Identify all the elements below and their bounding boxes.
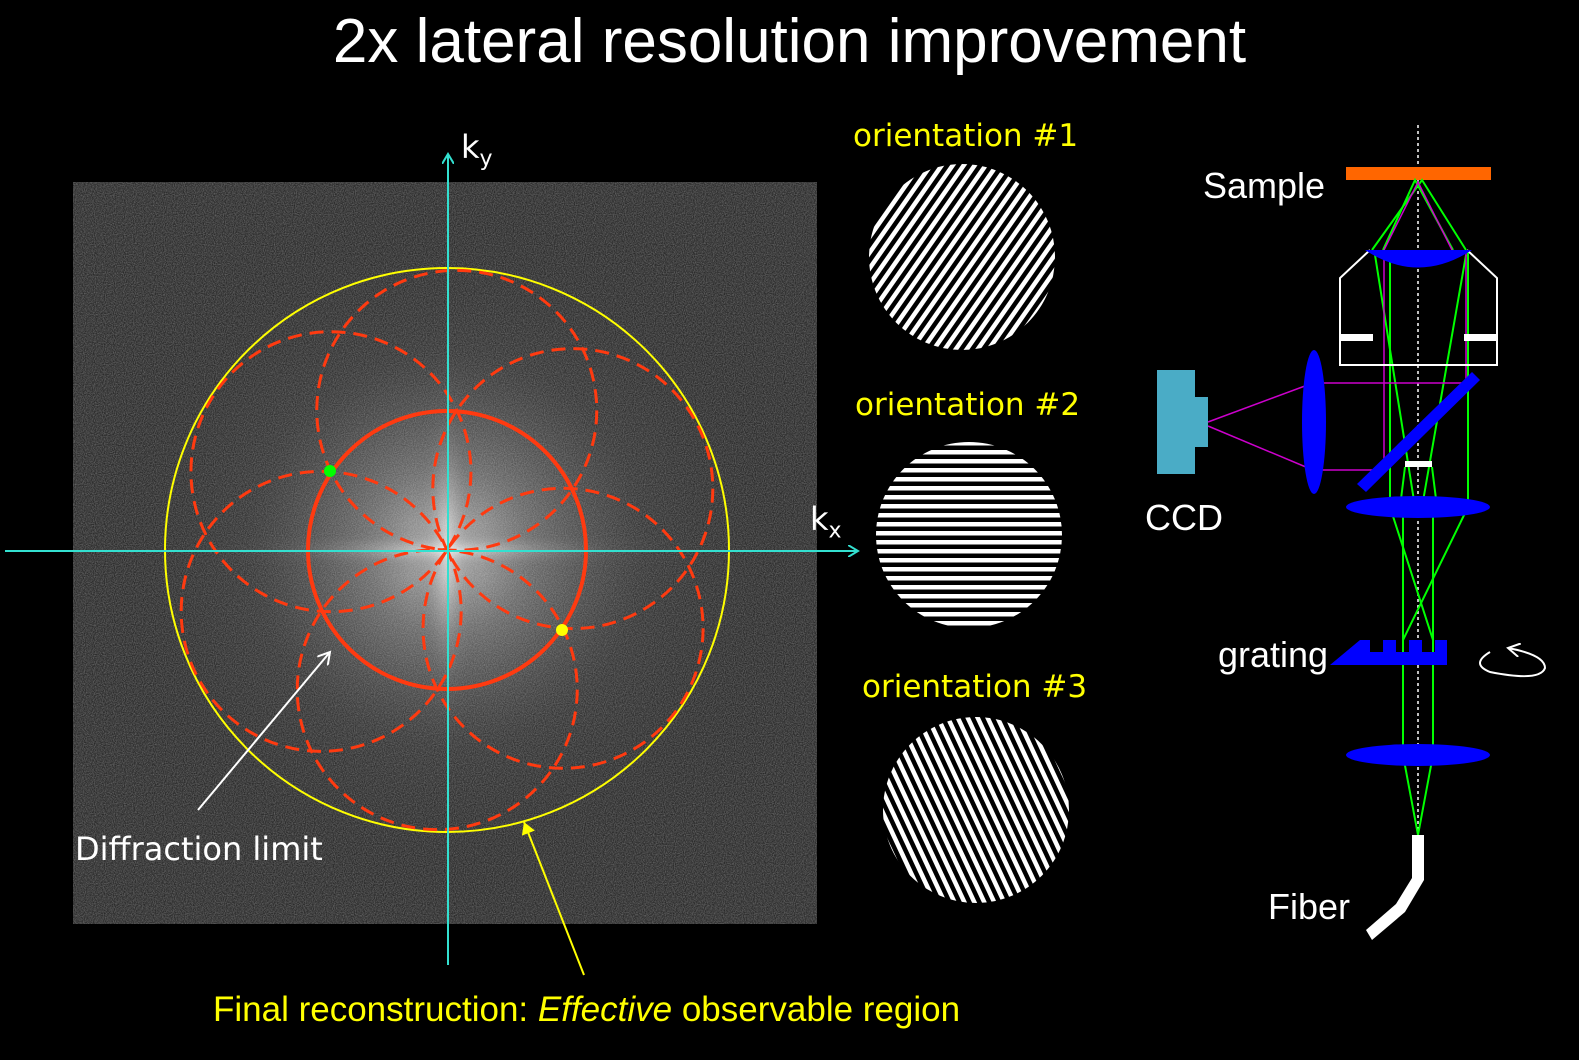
ky-label-sub: y (479, 146, 493, 172)
shifted-passband-circle (179, 469, 463, 753)
rotate-arrow-icon (1479, 648, 1547, 678)
grating-pattern-orientation-3 (883, 717, 1069, 903)
dichroic-mirror (1357, 372, 1480, 492)
diffraction-limit-arrow (197, 652, 330, 811)
objective-lens (1365, 250, 1472, 268)
slide-title: 2x lateral resolution improvement (332, 7, 1247, 76)
tube-lens (1302, 350, 1326, 494)
caption-prefix: Final reconstruction: (213, 990, 538, 1029)
ccd-label: CCD (1145, 497, 1223, 538)
grating-pattern-orientation-2 (876, 442, 1062, 628)
emission-beams (1207, 180, 1467, 471)
grating (1330, 640, 1447, 665)
orientation-2-label: orientation #2 (855, 387, 1081, 423)
grating-label: grating (1218, 634, 1329, 675)
yellow-frequency-point (556, 624, 568, 636)
microscope-setup (1157, 125, 1547, 940)
orientation-1-label: orientation #1 (853, 118, 1079, 154)
shifted-passbands (179, 268, 715, 832)
ky-axis-label: ky (461, 128, 493, 171)
ky-label-base: k (461, 128, 480, 166)
grating-pattern-orientation-1 (869, 164, 1055, 350)
objective-stop-left (1340, 334, 1373, 341)
sample-plate (1346, 167, 1491, 180)
sample-label: Sample (1203, 165, 1326, 206)
fiber-label: Fiber (1268, 886, 1351, 927)
objective-stop-right (1464, 334, 1497, 341)
ccd-camera (1157, 370, 1208, 474)
zero-order-block (1405, 461, 1432, 467)
objective-housing (1339, 249, 1498, 366)
kx-label-base: k (810, 500, 829, 538)
caption: Final reconstruction: Effective observab… (213, 990, 960, 1030)
fiber (1366, 835, 1424, 940)
green-frequency-point (324, 465, 336, 477)
orientation-3-label: orientation #3 (862, 669, 1088, 705)
kx-axis-label: kx (810, 500, 842, 543)
effective-region-arrow (521, 821, 585, 976)
kx-label-sub: x (828, 518, 842, 544)
caption-suffix: observable region (672, 990, 961, 1029)
diffraction-limit-label: Diffraction limit (75, 830, 323, 868)
caption-emphasis: Effective (537, 990, 673, 1029)
relay-lens-1 (1346, 496, 1490, 518)
shifted-passband-circle (431, 347, 715, 631)
collimating-lens (1346, 744, 1490, 766)
shifted-passband-circle (421, 486, 705, 770)
shifted-passband-circle (295, 548, 579, 832)
